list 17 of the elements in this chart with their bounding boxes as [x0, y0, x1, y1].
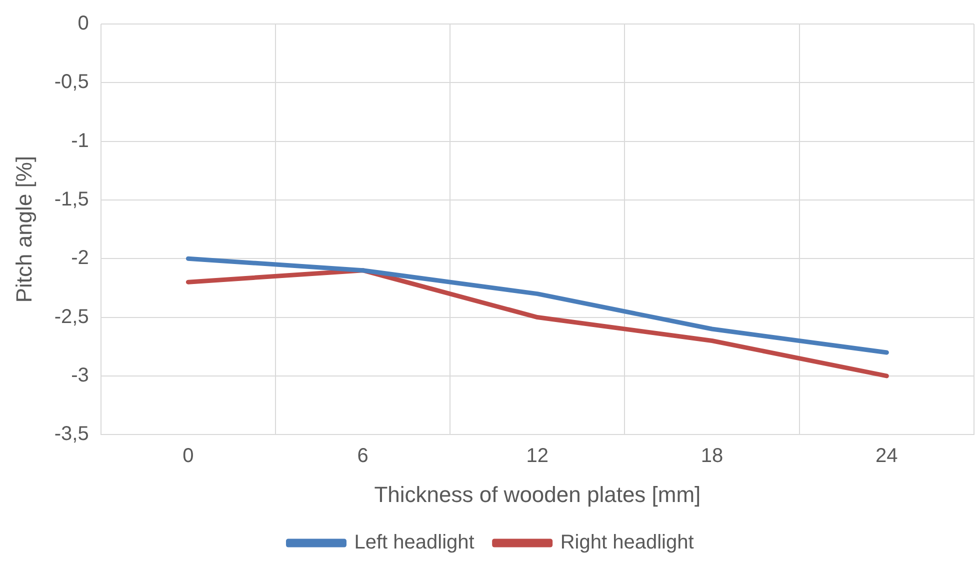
x-tick-label: 18: [700, 445, 724, 468]
y-tick-label: -1,5: [54, 188, 89, 210]
y-tick-label: -3: [71, 364, 89, 386]
y-tick-label: -2: [71, 247, 89, 270]
y-axis-title: Pitch angle [%]: [11, 156, 36, 303]
y-tick-label: -3,5: [54, 423, 89, 446]
y-tick-label: -0,5: [54, 71, 89, 94]
x-tick-label: 0: [182, 445, 194, 468]
y-tick-label: -2,5: [54, 306, 89, 328]
legend-label: Left headlight: [354, 532, 475, 554]
x-tick-label: 24: [876, 445, 898, 468]
legend-label: Right headlight: [560, 532, 694, 554]
y-tick-label: -1: [71, 130, 89, 152]
x-tick-label: 6: [357, 445, 368, 468]
y-tick-label: 0: [78, 12, 89, 35]
x-tick-label: 12: [526, 445, 549, 468]
x-axis-title: Thickness of wooden plates [mm]: [374, 482, 701, 507]
